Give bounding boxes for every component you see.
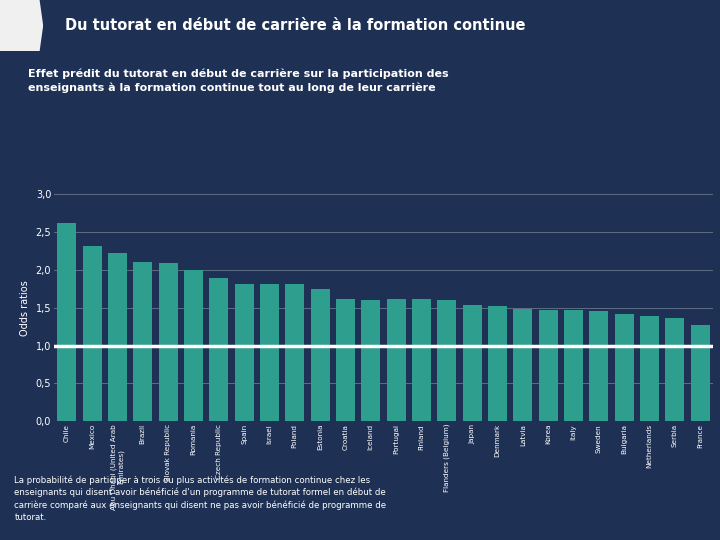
Bar [665,319,684,421]
Text: La probabilité de participer à trois ou plus activités de formation continue che: La probabilité de participer à trois ou … [14,475,387,522]
Bar [310,289,330,421]
Text: Effet prédit du tutorat en début de carrière sur la participation des
enseignant: Effet prédit du tutorat en début de carr… [28,69,449,93]
Bar [260,285,279,421]
Bar [615,314,634,421]
Bar [57,223,76,421]
Bar [488,306,507,421]
Bar [184,270,203,421]
Bar [462,305,482,421]
Bar [437,300,456,421]
Bar [133,262,152,421]
Bar [210,278,228,421]
Text: 25: 25 [10,19,30,32]
Bar [690,325,710,421]
Bar [589,311,608,421]
Bar [412,300,431,421]
Bar [387,300,405,421]
Bar [235,285,253,421]
Bar [361,300,380,421]
Bar [83,246,102,421]
Bar [513,309,532,421]
Bar [564,310,583,421]
Bar [158,263,178,421]
Bar [539,310,557,421]
Bar [640,316,659,421]
Polygon shape [40,0,54,51]
Text: Du tutorat en début de carrière à la formation continue: Du tutorat en début de carrière à la for… [65,18,526,33]
Y-axis label: Odds ratios: Odds ratios [20,280,30,336]
Bar [336,299,355,421]
Bar [108,253,127,421]
Polygon shape [0,0,47,51]
Bar [285,285,305,421]
